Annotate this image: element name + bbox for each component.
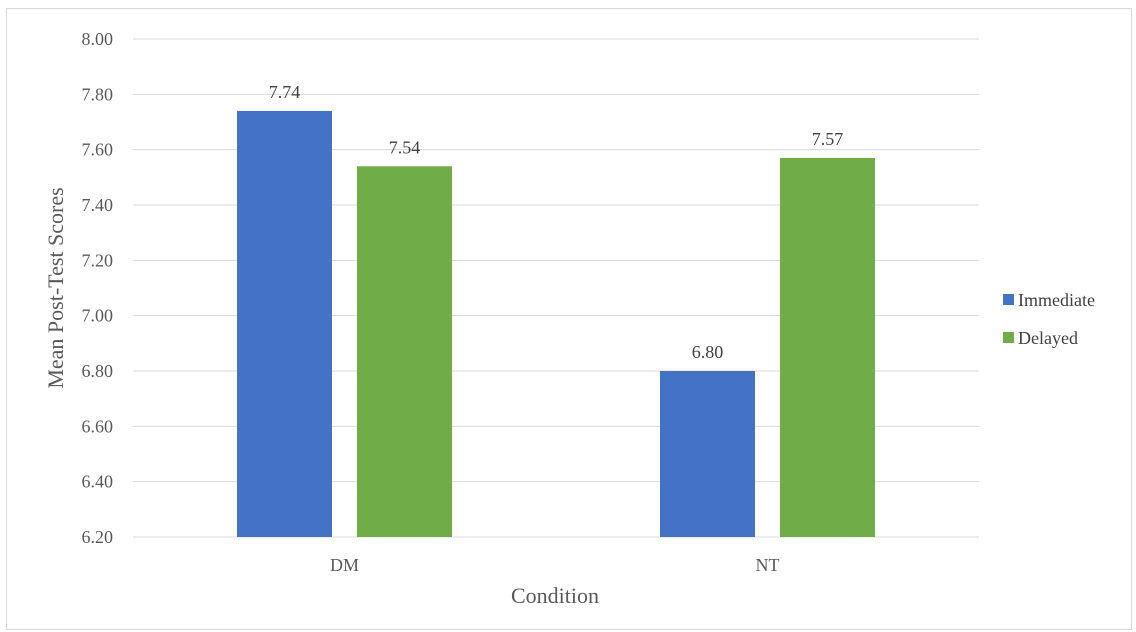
data-labels: 7.74 7.54 6.80 7.57 xyxy=(269,82,844,362)
data-label: 7.54 xyxy=(389,137,421,157)
y-axis-title: Mean Post-Test Scores xyxy=(43,187,68,388)
x-tick-label: NT xyxy=(756,555,780,575)
legend: Immediate Delayed xyxy=(1003,290,1095,348)
y-tick-label: 7.20 xyxy=(82,250,114,270)
x-tick-labels: DM NT xyxy=(330,555,780,575)
legend-swatch xyxy=(1003,332,1014,343)
legend-label: Delayed xyxy=(1018,328,1078,348)
y-tick-labels: 6.20 6.40 6.60 6.80 7.00 7.20 7.40 7.60 7.80 8.00 xyxy=(82,29,114,547)
data-label: 6.80 xyxy=(692,342,724,362)
y-tick-label: 6.20 xyxy=(82,527,114,547)
bar xyxy=(780,158,875,537)
bar xyxy=(357,166,452,537)
y-tick-label: 7.80 xyxy=(82,84,114,104)
bar xyxy=(660,371,755,537)
y-tick-label: 7.60 xyxy=(82,140,114,160)
y-tick-label: 7.40 xyxy=(82,195,114,215)
legend-label: Immediate xyxy=(1018,290,1095,310)
legend-swatch xyxy=(1003,294,1014,305)
bar xyxy=(237,111,332,537)
y-tick-label: 6.40 xyxy=(82,472,114,492)
y-tick-label: 7.00 xyxy=(82,306,114,326)
x-tick-label: DM xyxy=(330,555,359,575)
data-label: 7.57 xyxy=(812,129,844,149)
x-axis-title: Condition xyxy=(511,583,599,608)
y-tick-label: 6.60 xyxy=(82,416,114,436)
y-tick-label: 6.80 xyxy=(82,361,114,381)
data-label: 7.74 xyxy=(269,82,301,102)
y-tick-label: 8.00 xyxy=(82,29,114,49)
bars xyxy=(237,111,875,537)
